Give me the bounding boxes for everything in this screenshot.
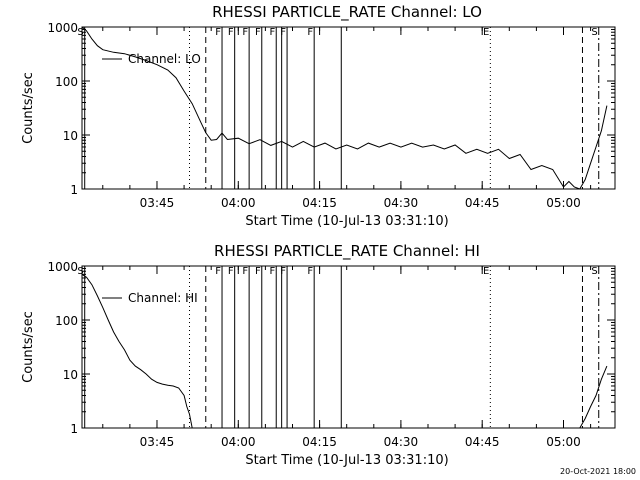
annotation-label: E [483,266,489,277]
annotation-label: F [269,27,275,38]
y-tick-label: 10 [63,129,78,143]
annotation-label: F [255,27,261,38]
y-tick-label: 1 [70,183,78,197]
y-tick-label: 1000 [47,260,78,274]
x-tick-label: 04:45 [465,196,500,210]
x-tick-label: 04:15 [302,435,337,449]
y-tick-label: 100 [55,75,78,89]
annotation-label: S [591,266,597,277]
series-line-lo [81,26,608,190]
legend-label: Channel: HI [128,291,198,305]
annotation-label: E [483,27,489,38]
y-tick-label: 10 [63,368,78,382]
annotation-label: F [280,266,286,277]
x-tick-label: 04:30 [384,196,419,210]
annotation-label: S [77,27,83,38]
x-tick-label: 05:00 [546,435,581,449]
series-line-hi-tail [579,365,608,429]
legend-label: Channel: LO [128,52,201,66]
x-tick-label: 03:45 [140,196,175,210]
footer-date: 20-Oct-2021 18:00 [560,467,636,476]
tick-group: 03:45 04:00 04:15 04:30 04:45 05:00 1 10 100 1000 [47,21,615,210]
x-tick-label: 04:30 [384,435,419,449]
annotation-label: F [215,27,221,38]
series-line-hi [81,273,193,429]
annotation-label: F [242,266,248,277]
annotation-label: F [280,27,286,38]
annotation-label: S [77,266,83,277]
x-axis-label: Start Time (10-Jul-13 03:31:10) [245,453,448,468]
x-tick-label: 04:00 [221,196,256,210]
annotation-label: F [255,266,261,277]
x-tick-label: 05:00 [546,196,581,210]
tick-group: 03:45 04:00 04:15 04:30 04:45 05:00 1 10 100 1000 [47,260,615,449]
y-axis-label: Counts/sec [21,72,36,144]
x-tick-label: 04:15 [302,196,337,210]
y-axis-label: Counts/sec [21,311,36,383]
x-tick-label: 04:00 [221,435,256,449]
annotation-label: F [242,27,248,38]
chart-title: RHESSI PARTICLE_RATE Channel: LO [212,3,482,22]
panel-lo: RHESSI PARTICLE_RATE Channel: LO Counts/… [21,3,616,229]
x-axis-label: Start Time (10-Jul-13 03:31:10) [245,214,448,229]
x-tick-label: 04:45 [465,435,500,449]
legend: Channel: HI [102,291,198,305]
plot-frame [81,265,616,429]
annotation-label: F [269,266,275,277]
plot-frame [81,26,616,190]
y-tick-label: 1000 [47,21,78,35]
legend: Channel: LO [102,52,201,66]
chart-title: RHESSI PARTICLE_RATE Channel: HI [214,242,480,261]
y-tick-label: 100 [55,314,78,328]
annotation-label: F [228,27,234,38]
annotation-label: F [307,27,313,38]
annotation-label: F [215,266,221,277]
panel-hi: RHESSI PARTICLE_RATE Channel: HI Counts/… [21,242,616,468]
annotation-label: F [307,266,313,277]
annotation-label: F [228,266,234,277]
annotation-label: S [591,27,597,38]
y-tick-label: 1 [70,422,78,436]
x-tick-label: 03:45 [140,435,175,449]
